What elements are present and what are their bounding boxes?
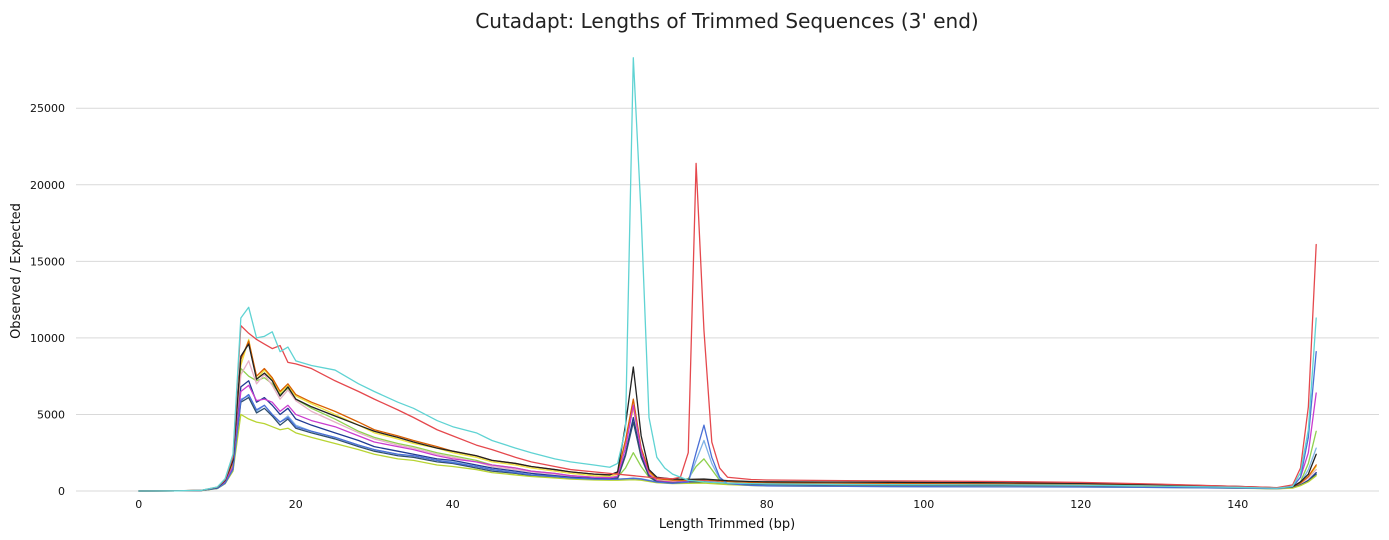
series-line-8 [138,396,1317,492]
y-tick-label: 10000 [30,332,65,345]
x-tick-label: 100 [913,498,934,511]
grid-lines [76,107,1379,492]
y-tick-label: 20000 [30,179,65,192]
series-line-1 [138,338,1317,492]
y-axis-label: Observed / Expected [9,203,24,339]
series-line-5 [138,380,1317,492]
y-tick-labels: 0 5000 10000 15000 20000 25000 [30,102,65,498]
y-tick-label: 0 [58,485,65,498]
x-tick-labels: 0 20 40 60 80 100 120 140 [135,498,1248,511]
x-tick-label: 60 [603,498,617,511]
series-line-2 [138,367,1317,492]
series-line-12 [138,162,1317,492]
x-tick-label: 40 [446,498,460,511]
x-tick-label: 140 [1227,498,1248,511]
series-line-11 [138,343,1317,492]
chart-title: Cutadapt: Lengths of Trimmed Sequences (… [475,9,978,33]
x-tick-label: 0 [135,498,142,511]
y-tick-label: 5000 [37,408,65,421]
x-tick-label: 80 [760,498,774,511]
x-tick-label: 120 [1070,498,1091,511]
y-tick-label: 25000 [30,102,65,115]
y-tick-label: 15000 [30,255,65,268]
series-line-6 [138,340,1317,492]
x-tick-label: 20 [289,498,303,511]
series-line-10 [138,351,1317,492]
series-line-13 [138,57,1317,492]
x-axis-label: Length Trimmed (bp) [659,517,795,532]
series-lines [138,57,1317,492]
